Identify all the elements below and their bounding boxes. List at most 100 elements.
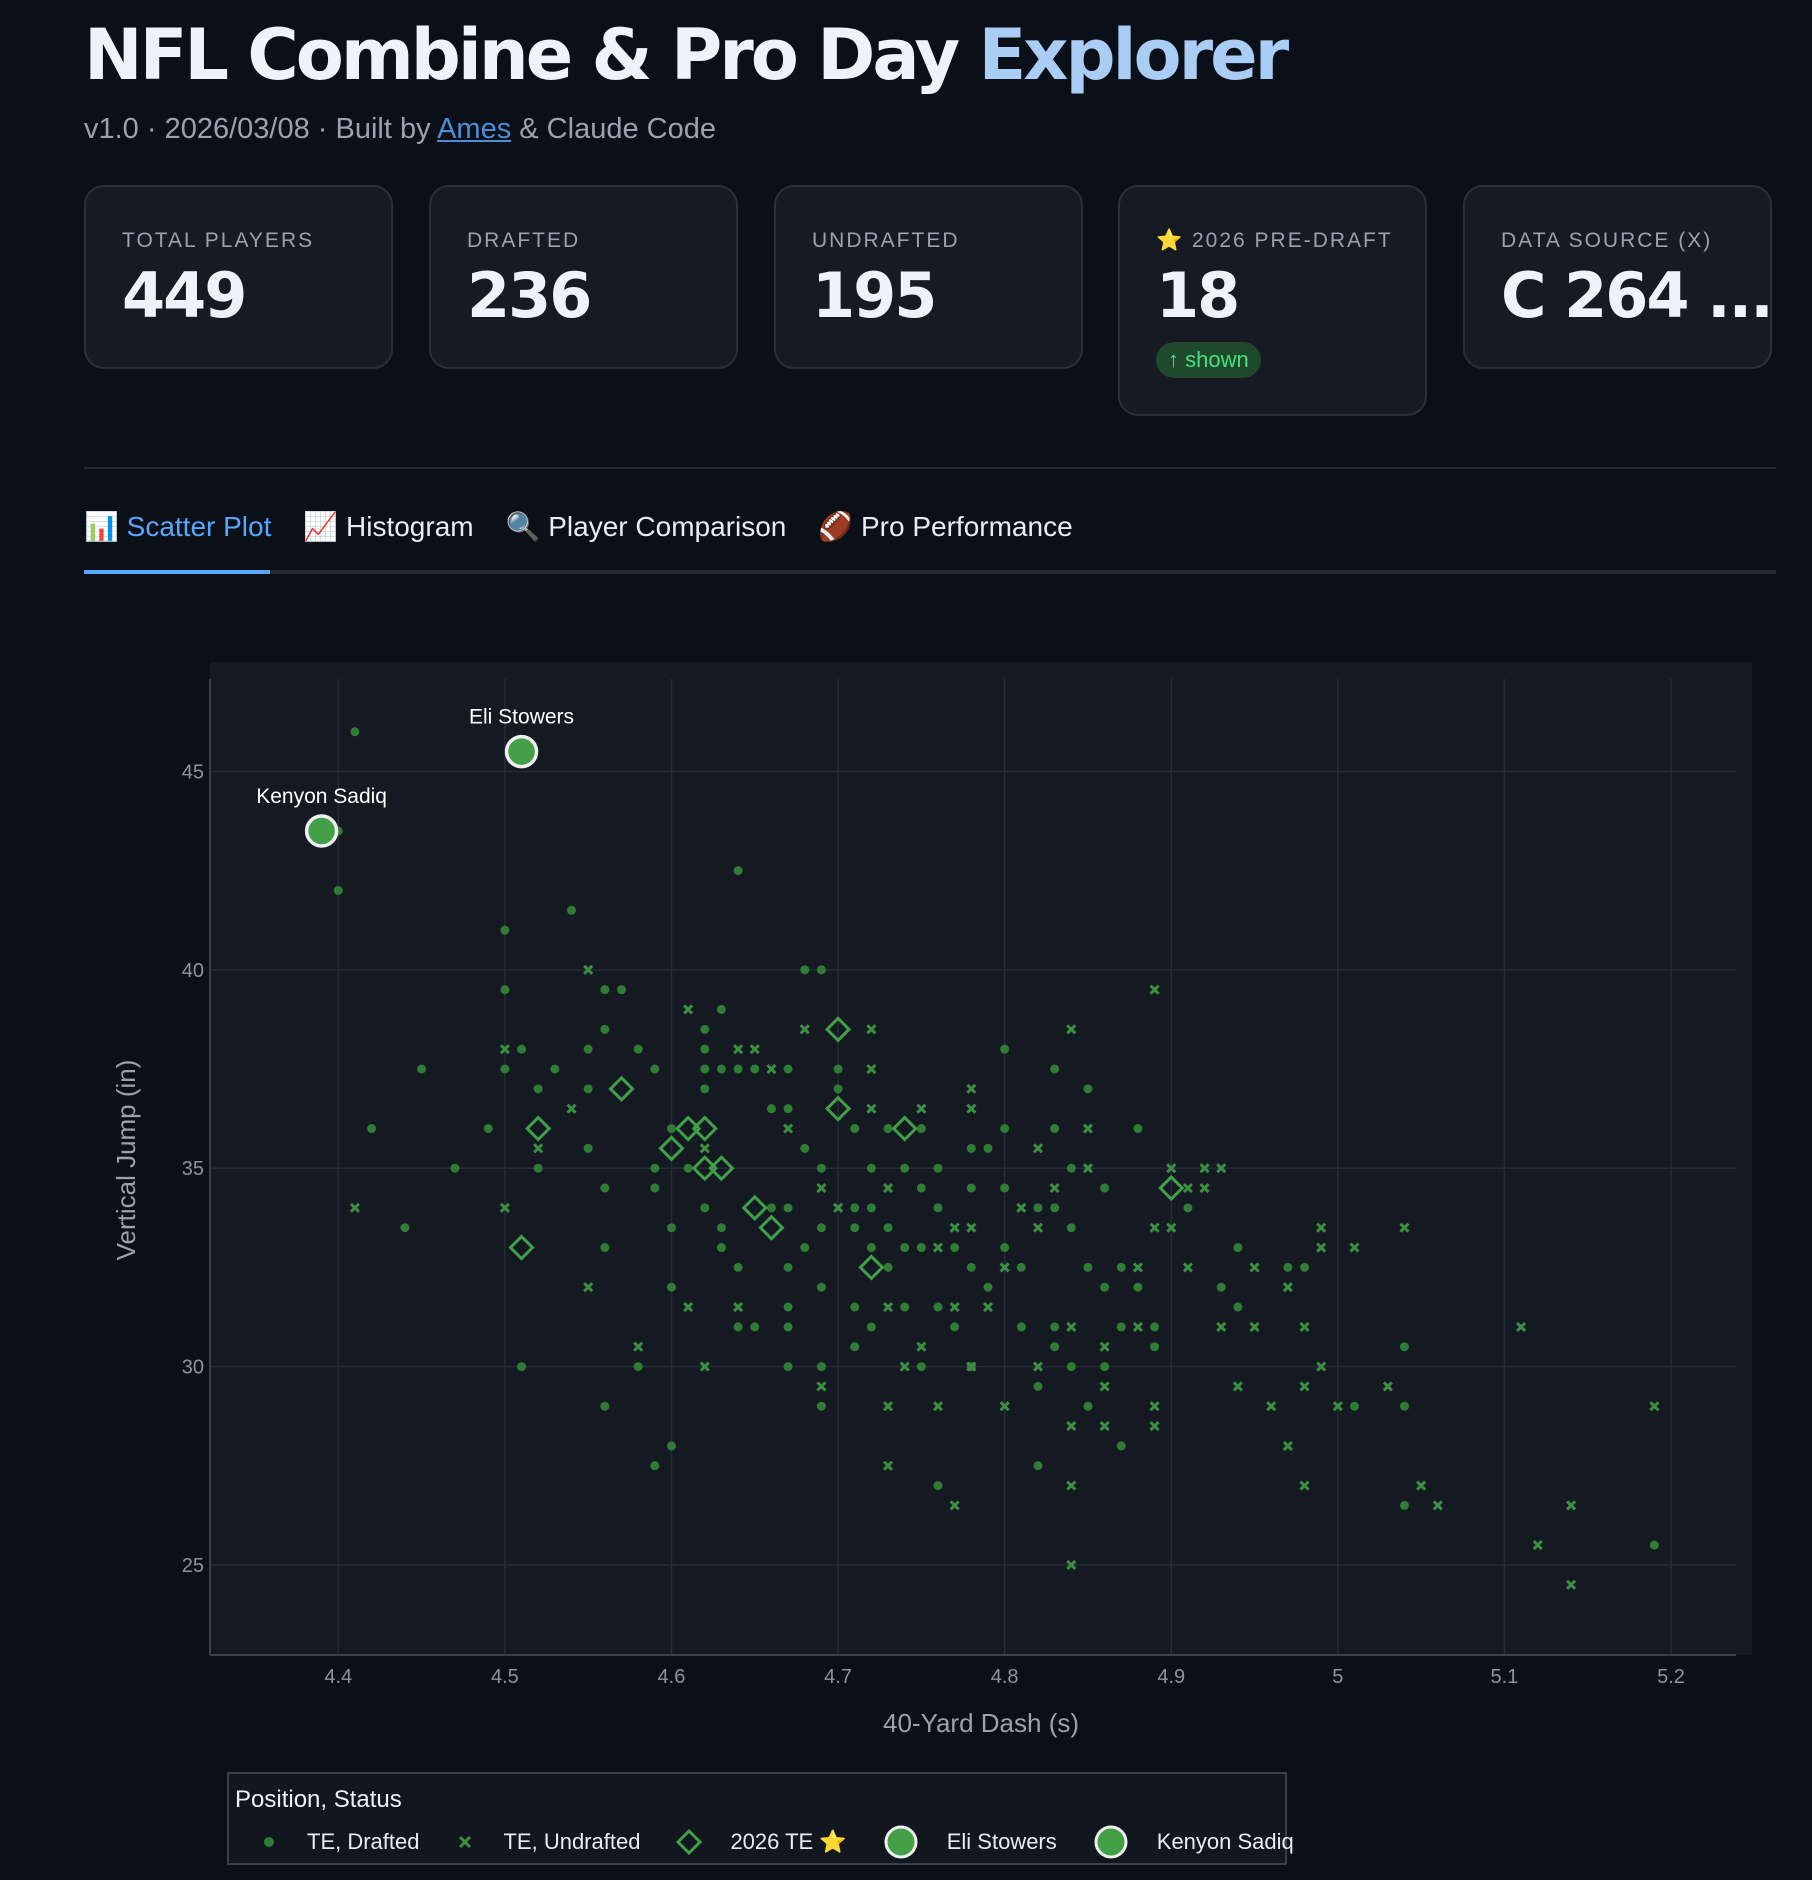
te-2026-point — [658, 1135, 685, 1162]
drafted-point — [500, 985, 510, 995]
undrafted-point — [1649, 1401, 1660, 1412]
y-axis-title: Vertical Jump (in) — [111, 1060, 141, 1261]
drafted-point — [916, 1362, 926, 1372]
scatter-plot[interactable]: 4.4 4.5 4.6 4.7 4.8 4.9 5 5.1 5.2 25 30 35 40 45 Eli … — [0, 0, 1812, 1770]
tick-labels: 4.4 4.5 4.6 4.7 4.8 4.9 5 5.1 5.2 25 30 35 40 45 — [182, 761, 1685, 1688]
drafted-point — [866, 1203, 876, 1213]
undrafted-point — [1099, 1341, 1110, 1352]
undrafted-point — [683, 1301, 694, 1313]
drafted-point — [950, 1322, 960, 1332]
drafted-point — [1033, 1461, 1043, 1471]
tab-histogram[interactable]: 📈 Histogram — [303, 511, 474, 542]
drafted-point — [850, 1302, 860, 1312]
undrafted-point — [916, 1103, 927, 1114]
page-title: NFL Combine & Pro Day Explorer — [84, 14, 1289, 96]
drafted-point — [1133, 1124, 1143, 1134]
title-main: NFL Combine & Pro Day — [84, 14, 960, 96]
x-tick-label: 4.8 — [991, 1666, 1019, 1688]
tab-player-comparison[interactable]: 🔍 Player Comparison — [505, 511, 787, 542]
drafted-point — [950, 1243, 960, 1253]
stat-label: DRAFTED — [467, 229, 581, 252]
undrafted-point — [1132, 1321, 1143, 1332]
drafted-point — [883, 1223, 893, 1233]
undrafted-point — [683, 1004, 694, 1015]
drafted-point — [1000, 1124, 1010, 1134]
stat-value: C 264 ... — [1501, 259, 1774, 332]
drafted-point — [666, 1124, 676, 1134]
legend-label: TE, Drafted — [307, 1829, 420, 1854]
drafted-point — [1399, 1342, 1409, 1352]
undrafted-point — [1266, 1401, 1277, 1412]
legend-item-drafted[interactable]: TE, Drafted — [259, 1829, 419, 1855]
drafted-point — [733, 1064, 743, 1074]
undrafted-point — [966, 1222, 977, 1233]
drafted-point — [716, 1243, 726, 1253]
y-tick-label: 25 — [182, 1555, 204, 1577]
drafted-point — [367, 1124, 377, 1134]
drafted-point — [1033, 1203, 1043, 1213]
tab-scatter-plot[interactable]: 📊 Scatter Plot — [84, 511, 272, 542]
drafted-point — [600, 1401, 610, 1411]
highlight-point — [304, 814, 339, 848]
undrafted-point — [1182, 1182, 1193, 1194]
drafted-point — [1083, 1262, 1093, 1272]
undrafted-point — [1066, 1321, 1077, 1332]
drafted-point — [700, 1024, 710, 1034]
drafted-point — [866, 1243, 876, 1253]
drafted-point — [1083, 1084, 1093, 1094]
drafted-point — [816, 1282, 826, 1292]
drafted-point — [700, 1044, 710, 1054]
title-accent: Explorer — [978, 14, 1289, 96]
te-2026-point — [608, 1075, 635, 1102]
te-2026-point — [691, 1115, 718, 1142]
stat-card-data-source: DATA SOURCE (X) C 264 ... — [1463, 185, 1774, 369]
drafted-point — [600, 1183, 610, 1193]
stat-value: 195 — [812, 259, 937, 332]
drafted-point — [533, 1163, 543, 1173]
undrafted-point — [349, 1202, 360, 1213]
drafted-point — [816, 965, 826, 975]
legend-label: 2026 TE ⭐ — [730, 1829, 847, 1854]
drafted-point — [1350, 1401, 1359, 1411]
legend-item-2026-te[interactable]: 2026 TE ⭐ — [676, 1829, 847, 1855]
legend-label: Eli Stowers — [946, 1829, 1057, 1854]
tab-pro-performance[interactable]: 🏈 Pro Performance — [818, 511, 1073, 542]
x-marker-icon — [459, 1835, 472, 1849]
drafted-point — [733, 1322, 743, 1332]
undrafted-point — [899, 1361, 910, 1372]
legend-item-eli-stowers[interactable]: Eli Stowers — [883, 1824, 1057, 1860]
undrafted-point — [1149, 1401, 1160, 1412]
legend-item-kenyon-sadiq[interactable]: Kenyon Sadiq — [1093, 1824, 1294, 1860]
te-2026-point — [708, 1155, 735, 1182]
undrafted-point — [949, 1500, 960, 1511]
te-2026-point — [508, 1234, 535, 1261]
undrafted-point — [982, 1301, 994, 1313]
drafted-point — [1649, 1540, 1659, 1550]
drafted-point — [666, 1441, 676, 1451]
te-2026-point — [824, 1016, 852, 1043]
drafted-point — [716, 1064, 726, 1074]
author-link[interactable]: Ames — [437, 113, 512, 145]
drafted-point — [850, 1203, 860, 1213]
drafted-point — [800, 965, 810, 975]
drafted-point — [1000, 1243, 1010, 1253]
undrafted-point — [1082, 1123, 1094, 1134]
drafted-point — [567, 905, 577, 915]
tab-bar: 📊 Scatter Plot 📈 Histogram 🔍 Player Comp… — [84, 510, 1073, 543]
drafted-point — [1216, 1282, 1226, 1292]
drafted-point — [866, 1163, 876, 1173]
drafted-point — [1050, 1322, 1060, 1332]
undrafted-point — [1316, 1242, 1327, 1253]
undrafted-point — [999, 1401, 1010, 1412]
drafted-point — [966, 1183, 976, 1193]
drafted-point — [783, 1302, 793, 1312]
stat-card-undrafted: UNDRAFTED 195 — [774, 185, 1083, 369]
diamond-marker-icon — [676, 1829, 703, 1855]
undrafted-point — [583, 1282, 594, 1293]
legend-item-undrafted[interactable]: TE, Undrafted — [455, 1829, 640, 1855]
undrafted-point — [1332, 1401, 1343, 1412]
te-2026-point — [758, 1214, 785, 1241]
drafted-point — [916, 1183, 926, 1193]
drafted-point — [500, 1064, 510, 1074]
y-tick-label: 30 — [182, 1357, 204, 1379]
